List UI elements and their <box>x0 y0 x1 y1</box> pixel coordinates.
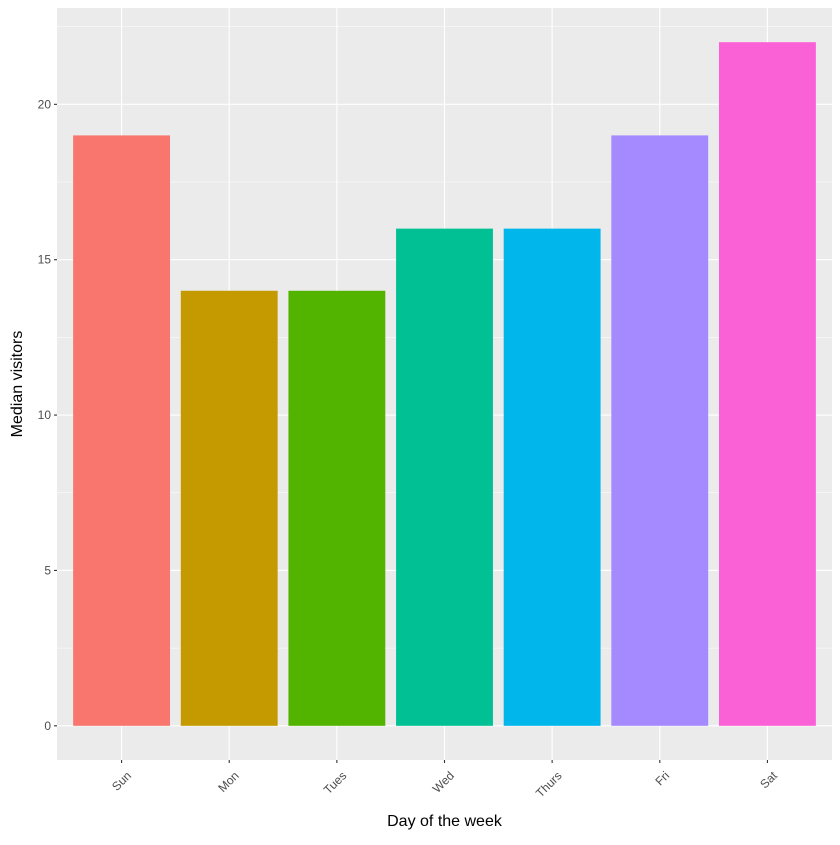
bar-tues <box>288 290 386 726</box>
bar-wed <box>396 228 493 726</box>
y-tick-label: 0 <box>44 719 51 733</box>
bars <box>73 42 816 726</box>
y-axis-title: Median visitors <box>9 331 26 438</box>
y-tick-label: 10 <box>38 408 52 422</box>
x-tick-label: Tues <box>321 769 349 797</box>
x-tick-label: Mon <box>215 769 241 795</box>
x-tick-label: Sat <box>757 768 780 791</box>
x-axis: Sun Mon Tues Wed Thurs Fri Sat <box>109 760 780 800</box>
y-tick-label: 20 <box>38 97 52 111</box>
bar-mon <box>180 290 278 726</box>
bar-thurs <box>503 228 601 726</box>
x-tick-label: Sun <box>109 769 134 794</box>
x-tick-label: Wed <box>430 769 457 796</box>
y-tick-label: 5 <box>44 563 51 577</box>
x-tick-label: Thurs <box>533 769 565 801</box>
y-tick-label: 15 <box>38 253 52 267</box>
bar-sun <box>73 135 171 726</box>
x-axis-title: Day of the week <box>387 813 503 830</box>
bar-fri <box>611 135 709 726</box>
bar-sat <box>718 42 816 726</box>
y-axis: 0 5 10 15 20 <box>38 97 57 733</box>
x-tick-label: Fri <box>652 769 672 789</box>
